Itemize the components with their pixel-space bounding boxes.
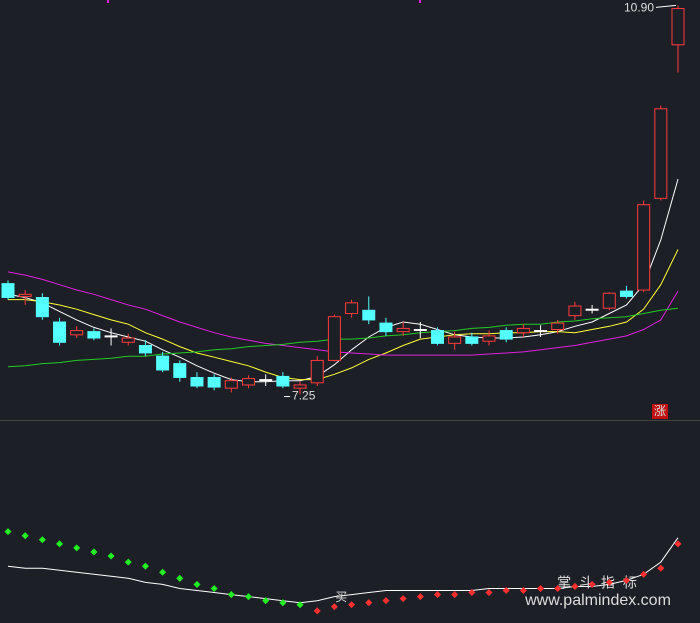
indicator-dot bbox=[296, 601, 304, 609]
indicator-dot bbox=[90, 548, 98, 556]
candle-body bbox=[310, 359, 324, 384]
indicator-dot bbox=[262, 597, 270, 605]
marker bbox=[419, 0, 421, 3]
candle-body bbox=[276, 375, 290, 387]
indicator-dot bbox=[244, 593, 253, 601]
indicator-dot bbox=[159, 568, 167, 576]
indicator-dot bbox=[193, 580, 201, 588]
indicator-dot bbox=[56, 540, 64, 548]
candle-body bbox=[190, 376, 204, 387]
candle-body bbox=[70, 330, 84, 336]
watermark-url: www.palmindex.com bbox=[524, 592, 671, 609]
candle-body bbox=[1, 283, 15, 299]
moving-average bbox=[7, 271, 679, 356]
candle-body bbox=[327, 316, 341, 361]
indicator-dot bbox=[210, 584, 218, 593]
badge-box bbox=[652, 404, 668, 419]
candle-body bbox=[602, 292, 616, 309]
moving-average bbox=[7, 178, 679, 383]
indicator-dot bbox=[657, 564, 665, 572]
indicator-dot bbox=[330, 603, 338, 611]
indicator-dot bbox=[348, 601, 356, 609]
candle-body bbox=[585, 308, 599, 311]
candle-body bbox=[448, 336, 462, 344]
candle-body bbox=[654, 108, 668, 199]
candle-body bbox=[87, 331, 101, 339]
candle-body bbox=[379, 322, 393, 333]
indicator-dot bbox=[399, 595, 407, 603]
indicator-dot bbox=[141, 562, 149, 570]
indicator-dot bbox=[622, 576, 630, 584]
indicator-dot bbox=[468, 589, 476, 597]
marker bbox=[107, 0, 109, 3]
candle-body bbox=[104, 335, 118, 338]
indicator-dot bbox=[313, 607, 321, 615]
indicator-dot bbox=[124, 558, 132, 566]
candle-body bbox=[499, 330, 513, 340]
candle-body bbox=[293, 384, 307, 389]
max-arrow bbox=[655, 4, 677, 8]
candle-body bbox=[53, 321, 67, 343]
indicator-dot bbox=[38, 536, 46, 544]
candle-body bbox=[18, 293, 32, 297]
indicator-dot bbox=[588, 580, 596, 588]
candle-body bbox=[259, 379, 273, 382]
indicator-dot bbox=[4, 528, 12, 536]
candle-body bbox=[35, 297, 49, 318]
indicator-dot bbox=[433, 591, 442, 599]
candle-body bbox=[671, 8, 685, 46]
candle-body bbox=[156, 355, 170, 371]
candle-body bbox=[568, 305, 582, 317]
indicator-dot bbox=[674, 540, 682, 548]
candle-body bbox=[121, 337, 135, 343]
moving-average bbox=[7, 307, 679, 368]
indicator-dot bbox=[571, 582, 579, 590]
indicator-dot bbox=[605, 578, 613, 586]
moving-average bbox=[8, 249, 679, 381]
min-label: 7.25 bbox=[292, 389, 316, 403]
candle-body bbox=[551, 322, 565, 330]
indicator-dot bbox=[485, 589, 493, 597]
candle-body bbox=[362, 309, 376, 321]
indicator-dot bbox=[107, 552, 115, 560]
indicator-dot bbox=[365, 599, 373, 607]
indicator-line bbox=[7, 537, 679, 604]
candle-body bbox=[465, 336, 479, 344]
candle-body bbox=[482, 335, 496, 342]
candle-body bbox=[138, 344, 152, 354]
indicator-dot bbox=[73, 544, 81, 552]
indicator-dot bbox=[519, 586, 527, 595]
indicator-dot bbox=[176, 574, 184, 582]
candle-body bbox=[242, 378, 256, 386]
indicator-dot bbox=[227, 591, 235, 599]
candle-body bbox=[173, 363, 187, 378]
candle-body bbox=[430, 330, 444, 344]
indicator-dot bbox=[382, 597, 390, 605]
signal-label: 买 bbox=[335, 590, 347, 604]
indicator-dot bbox=[279, 599, 287, 607]
indicator-dot bbox=[502, 586, 510, 595]
candle-body bbox=[534, 330, 548, 333]
candle-body bbox=[345, 302, 359, 314]
candle-body bbox=[619, 290, 633, 297]
indicator-dot bbox=[537, 584, 545, 593]
indicator-dot bbox=[21, 532, 29, 540]
max-label: 10.90 bbox=[624, 1, 654, 15]
indicator-dot bbox=[554, 584, 562, 593]
candle-body bbox=[413, 328, 427, 331]
indicator-dot bbox=[451, 591, 459, 599]
candle-body bbox=[207, 376, 221, 388]
badge: 涨 bbox=[654, 403, 666, 418]
candle-body bbox=[637, 204, 651, 291]
candle-body bbox=[516, 327, 530, 334]
indicator-dot bbox=[416, 593, 424, 601]
candle-body bbox=[224, 380, 238, 389]
indicator-dot bbox=[640, 570, 648, 578]
candle-body bbox=[396, 327, 410, 333]
